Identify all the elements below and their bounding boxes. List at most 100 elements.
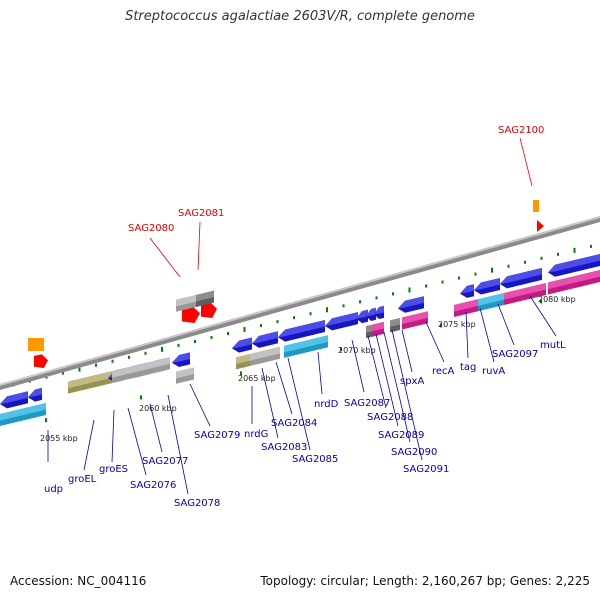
gene-label: SAG2081 xyxy=(178,208,224,219)
label-leader xyxy=(367,335,387,409)
label-leader xyxy=(465,311,469,359)
gene-box xyxy=(402,311,428,330)
gene-label: SAG2079 xyxy=(194,430,240,441)
genome-backbone xyxy=(0,216,600,390)
genome-title: Streptococcus agalactiae 2603V/R, comple… xyxy=(125,9,475,24)
gene-label: nrdG xyxy=(244,429,268,440)
gene-arrow xyxy=(366,307,376,321)
gene-box-shine xyxy=(454,301,468,312)
scale-label: 2060 kbp xyxy=(139,404,177,413)
label-leader xyxy=(149,403,163,453)
gene-box xyxy=(236,354,250,370)
track-dash xyxy=(111,359,114,363)
gene-box xyxy=(250,346,280,366)
gene-label: SAG2089 xyxy=(378,430,424,441)
scale-label: 2075 kbp xyxy=(438,320,476,329)
gene-label: ruvA xyxy=(482,366,505,377)
dash-track xyxy=(12,244,592,387)
gene-label: SAG2078 xyxy=(174,498,220,509)
gene-box xyxy=(548,270,600,295)
orange-feature xyxy=(533,200,539,212)
track-dash xyxy=(458,276,460,280)
gene-box xyxy=(284,335,328,358)
gene-box xyxy=(390,318,400,333)
gene-box-shine xyxy=(236,354,250,364)
scale-ticks: 2055 kbp 2060 kbp 2065 kbp 2070 kbp 2075 kbp… xyxy=(40,295,576,443)
scale-tick xyxy=(140,395,142,400)
track-dash xyxy=(276,320,279,324)
gene-arrow xyxy=(460,284,474,298)
track-dash xyxy=(524,260,526,264)
track-dash xyxy=(540,256,543,260)
gene-track xyxy=(0,254,600,426)
label-leader xyxy=(401,329,413,373)
gene-arrow-shine xyxy=(374,305,384,315)
gene-arrow xyxy=(356,309,368,324)
gene-label: SAG2097 xyxy=(492,349,538,360)
red-feature xyxy=(182,305,200,323)
track-dash xyxy=(210,335,213,339)
red-feature xyxy=(201,301,217,318)
track-dash xyxy=(95,363,97,367)
gene-arrow-shine xyxy=(28,387,42,398)
gene-label: SAG2083 xyxy=(261,442,307,453)
gene-arrow-shine xyxy=(366,307,376,317)
gene-label: SAG2090 xyxy=(391,447,437,458)
gene-box xyxy=(0,402,46,426)
label-leader xyxy=(317,351,323,395)
track-dash xyxy=(392,292,394,296)
gene-arrow-shine xyxy=(68,374,100,389)
track-dash xyxy=(45,375,48,379)
gene-label: SAG2100 xyxy=(498,125,544,136)
gene-label: nrdD xyxy=(314,399,339,410)
label-leader xyxy=(83,419,95,471)
track-dash xyxy=(194,339,196,343)
gene-label: tag xyxy=(460,362,476,373)
track-dash xyxy=(557,252,559,256)
track-dash xyxy=(144,351,147,355)
label-leader xyxy=(149,237,181,278)
gene-arrow-shine xyxy=(325,312,358,326)
track-dash xyxy=(474,272,477,276)
gene-arrow-shine xyxy=(252,331,278,344)
red-feature xyxy=(537,220,544,232)
label-leader xyxy=(497,303,515,346)
gene-arrow xyxy=(374,305,384,320)
label-leader xyxy=(275,361,293,415)
scale-tick xyxy=(540,299,542,304)
track-dash xyxy=(309,312,312,316)
gene-arrow-shine xyxy=(474,278,500,291)
gene-arrow xyxy=(172,352,190,368)
gene-box-shine xyxy=(390,318,400,327)
gene-box-shine xyxy=(478,293,504,306)
gene-box-shine xyxy=(504,282,546,300)
gene-label: SAG2076 xyxy=(130,480,176,491)
gene-box-shine xyxy=(176,294,198,307)
gene-arrow-shine xyxy=(0,391,28,404)
gene-arrow xyxy=(474,278,500,295)
gene-arrow xyxy=(398,296,424,313)
gene-arrow xyxy=(252,331,278,348)
topology-summary: Topology: circular; Length: 2,160,267 bp… xyxy=(260,574,590,588)
gene-box xyxy=(372,321,384,337)
label-leader xyxy=(261,367,279,439)
gene-arrow xyxy=(68,374,100,394)
backbone-highlight xyxy=(0,216,600,386)
gene-box xyxy=(478,293,504,312)
track-dash xyxy=(243,327,246,333)
gene-arrow-shine xyxy=(112,357,170,378)
gene-box-shine xyxy=(250,346,280,361)
gene-arrow-shine xyxy=(500,267,542,284)
gene-arrow xyxy=(232,337,252,353)
track-dash xyxy=(425,284,427,288)
track-dash xyxy=(590,244,592,248)
track-dash xyxy=(375,296,378,300)
gene-box-shine xyxy=(402,311,428,325)
gene-box-shine xyxy=(468,299,478,309)
track-dash xyxy=(293,316,295,320)
gene-box xyxy=(468,299,478,314)
gene-arrow xyxy=(28,387,42,402)
gene-label: SAG2087 xyxy=(344,398,390,409)
label-leader xyxy=(287,357,311,451)
